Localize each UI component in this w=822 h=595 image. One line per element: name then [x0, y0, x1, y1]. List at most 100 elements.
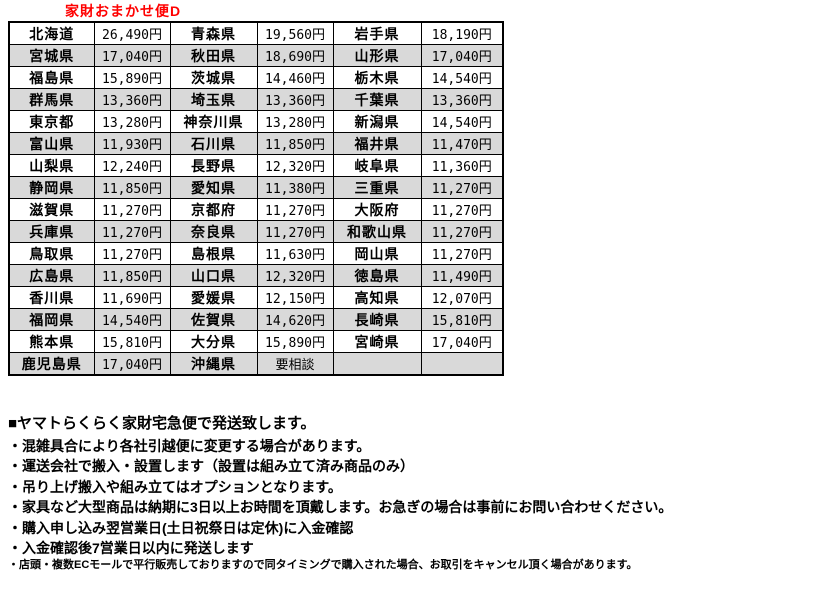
price-cell: 11,850円	[256, 132, 334, 155]
price-cell: 15,810円	[420, 308, 504, 331]
notes-heading: ■ヤマトらくらく家財宅急便で発送致します。	[8, 415, 316, 432]
page-title: 家財おまかせ便D	[65, 3, 182, 19]
prefecture-cell: 京都府	[169, 198, 258, 221]
prefecture-cell: 茨城県	[169, 66, 258, 89]
prefecture-cell: 東京都	[8, 110, 95, 133]
prefecture-cell: 山口県	[169, 264, 258, 287]
price-cell: 19,560円	[256, 21, 334, 45]
note-bullet: ・入金確認後7営業日以内に発送します	[8, 540, 254, 557]
table-row: 宮城県 17,040円 秋田県 18,690円 山形県 17,040円	[8, 44, 504, 67]
price-cell: 11,690円	[93, 286, 171, 309]
price-cell: 11,270円	[420, 176, 504, 199]
price-cell: 11,270円	[420, 220, 504, 243]
prefecture-cell: 福井県	[332, 132, 422, 155]
prefecture-cell: 兵庫県	[8, 220, 95, 243]
table-row: 北海道 26,490円 青森県 19,560円 岩手県 18,190円	[8, 21, 504, 45]
prefecture-cell: 富山県	[8, 132, 95, 155]
prefecture-cell: 熊本県	[8, 330, 95, 353]
prefecture-cell: 岩手県	[332, 21, 422, 45]
table-row: 香川県 11,690円 愛媛県 12,150円 高知県 12,070円	[8, 286, 504, 309]
price-cell: 11,490円	[420, 264, 504, 287]
prefecture-cell: 長崎県	[332, 308, 422, 331]
note-bullet: ・吊り上げ搬入や組み立てはオプションとなります。	[8, 478, 342, 495]
prefecture-cell: 岐阜県	[332, 154, 422, 177]
prefecture-cell: 宮崎県	[332, 330, 422, 353]
prefecture-cell: 三重県	[332, 176, 422, 199]
table-row: 福島県 15,890円 茨城県 14,460円 栃木県 14,540円	[8, 66, 504, 89]
table-row: 山梨県 12,240円 長野県 12,320円 岐阜県 11,360円	[8, 154, 504, 177]
prefecture-cell: 福島県	[8, 66, 95, 89]
price-cell: 11,270円	[256, 220, 334, 243]
prefecture-cell: 北海道	[8, 21, 95, 45]
price-cell: 11,270円	[93, 220, 171, 243]
prefecture-cell: 神奈川県	[169, 110, 258, 133]
table-row: 滋賀県 11,270円 京都府 11,270円 大阪府 11,270円	[8, 198, 504, 221]
price-cell: 11,270円	[93, 242, 171, 265]
table-row: 東京都 13,280円 神奈川県 13,280円 新潟県 14,540円	[8, 110, 504, 133]
price-cell: 11,270円	[93, 198, 171, 221]
price-cell: 11,930円	[93, 132, 171, 155]
price-cell: 14,540円	[420, 66, 504, 89]
price-cell: 13,280円	[256, 110, 334, 133]
prefecture-cell: 香川県	[8, 286, 95, 309]
price-cell: 11,850円	[93, 176, 171, 199]
price-cell: 18,190円	[420, 21, 504, 45]
price-cell: 13,360円	[93, 88, 171, 111]
price-cell: 11,380円	[256, 176, 334, 199]
price-cell: 15,890円	[256, 330, 334, 353]
price-cell: 12,320円	[256, 154, 334, 177]
price-cell: 17,040円	[93, 44, 171, 67]
price-cell: 14,460円	[256, 66, 334, 89]
table-row: 鳥取県 11,270円 島根県 11,630円 岡山県 11,270円	[8, 242, 504, 265]
prefecture-cell: 鳥取県	[8, 242, 95, 265]
table-row: 富山県 11,930円 石川県 11,850円 福井県 11,470円	[8, 132, 504, 155]
prefecture-cell: 大阪府	[332, 198, 422, 221]
price-cell: 11,270円	[256, 198, 334, 221]
prefecture-cell: 広島県	[8, 264, 95, 287]
prefecture-cell: 徳島県	[332, 264, 422, 287]
prefecture-cell: 静岡県	[8, 176, 95, 199]
table-row: 福岡県 14,540円 佐賀県 14,620円 長崎県 15,810円	[8, 308, 504, 331]
prefecture-cell: 岡山県	[332, 242, 422, 265]
notes-bullets: ・混雑具合により各社引越便に変更する場合があります。 ・運送会社で搬入・設置します…	[8, 436, 672, 558]
price-cell: 13,280円	[93, 110, 171, 133]
price-cell: 15,890円	[93, 66, 171, 89]
price-cell: 11,470円	[420, 132, 504, 155]
price-cell: 12,240円	[93, 154, 171, 177]
shipping-fee-table: 北海道 26,490円 青森県 19,560円 岩手県 18,190円 宮城県 17,040円…	[8, 21, 504, 376]
price-cell: 14,540円	[420, 110, 504, 133]
fee-table-body: 北海道 26,490円 青森県 19,560円 岩手県 18,190円 宮城県 17,040円…	[8, 21, 504, 376]
price-cell: 17,040円	[420, 330, 504, 353]
prefecture-cell: 山梨県	[8, 154, 95, 177]
price-cell: 17,040円	[420, 44, 504, 67]
price-cell: 12,070円	[420, 286, 504, 309]
price-cell: 11,270円	[420, 198, 504, 221]
price-cell: 13,360円	[256, 88, 334, 111]
table-row: 鹿児島県 17,040円 沖縄県 要相談	[8, 352, 504, 376]
price-cell: 14,540円	[93, 308, 171, 331]
prefecture-cell: 鹿児島県	[8, 352, 95, 376]
price-cell: 18,690円	[256, 44, 334, 67]
prefecture-cell: 宮城県	[8, 44, 95, 67]
prefecture-cell: 青森県	[169, 21, 258, 45]
prefecture-cell: 山形県	[332, 44, 422, 67]
price-cell: 14,620円	[256, 308, 334, 331]
table-row: 兵庫県 11,270円 奈良県 11,270円 和歌山県 11,270円	[8, 220, 504, 243]
prefecture-cell: 高知県	[332, 286, 422, 309]
prefecture-cell: 埼玉県	[169, 88, 258, 111]
prefecture-cell: 佐賀県	[169, 308, 258, 331]
note-bullet: ・家具など大型商品は納期に3日以上お時間を頂戴します。お急ぎの場合は事前にお問い…	[8, 499, 673, 516]
prefecture-cell: 長野県	[169, 154, 258, 177]
note-bullet: ・運送会社で搬入・設置します（設置は組み立て済み商品のみ）	[8, 458, 414, 475]
prefecture-cell: 千葉県	[332, 88, 422, 111]
table-row: 熊本県 15,810円 大分県 15,890円 宮崎県 17,040円	[8, 330, 504, 353]
table-row: 広島県 11,850円 山口県 12,320円 徳島県 11,490円	[8, 264, 504, 287]
prefecture-cell: 和歌山県	[332, 220, 422, 243]
prefecture-cell: 沖縄県	[169, 352, 258, 376]
prefecture-cell: 愛媛県	[169, 286, 258, 309]
price-cell: 要相談	[256, 352, 334, 376]
prefecture-cell: 滋賀県	[8, 198, 95, 221]
price-cell: 17,040円	[93, 352, 171, 376]
prefecture-cell: 愛知県	[169, 176, 258, 199]
prefecture-cell: 栃木県	[332, 66, 422, 89]
